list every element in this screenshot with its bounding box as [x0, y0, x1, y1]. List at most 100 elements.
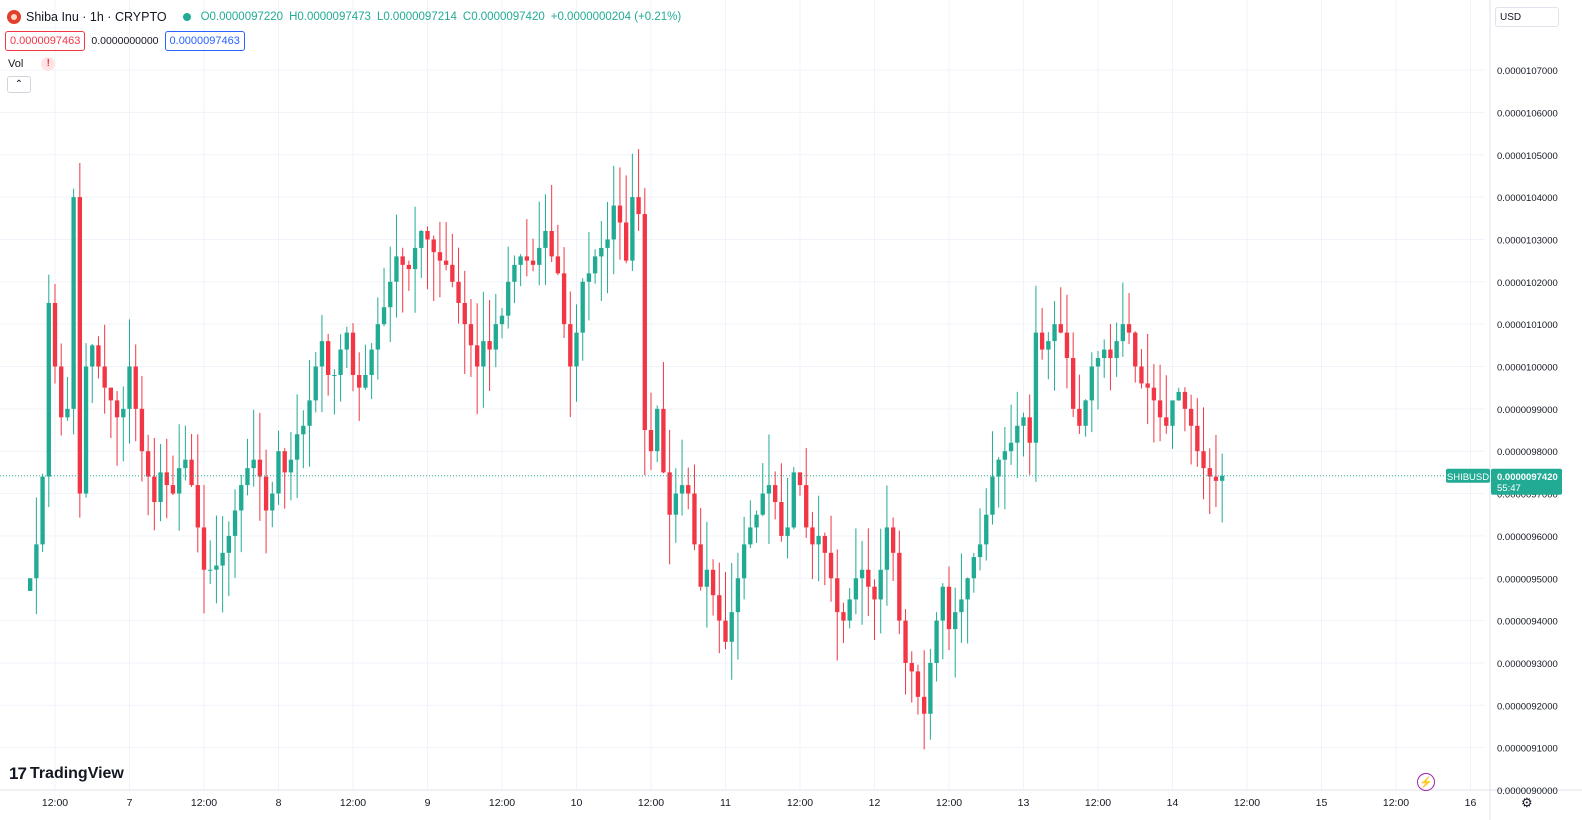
candle-body: [226, 535, 232, 553]
candle-body: [1033, 332, 1039, 443]
candle-body: [866, 569, 871, 587]
candle-body: [953, 612, 958, 630]
candle-body: [344, 332, 349, 350]
candle-body: [704, 569, 710, 587]
candle-body: [1089, 366, 1094, 401]
currency-select[interactable]: USD: [1495, 7, 1559, 27]
candle-body: [388, 281, 393, 308]
candle-body: [301, 425, 306, 435]
candle-body: [1064, 332, 1070, 359]
symbol-title[interactable]: Shiba Inu · 1h · CRYPTO: [26, 10, 167, 24]
candle-body: [586, 273, 592, 282]
price-tick-label: 0.0000105000: [1497, 151, 1558, 162]
candle-body: [1095, 358, 1101, 367]
spread-value: 0.0000000000: [91, 35, 159, 47]
time-tick-label: 12:00: [340, 797, 366, 809]
candle-body: [561, 273, 567, 325]
candle-body: [456, 281, 461, 303]
price-tick-label: 0.0000101000: [1497, 320, 1558, 331]
candle-body: [121, 408, 126, 418]
candle-body: [717, 595, 722, 621]
candle-body: [1002, 451, 1008, 460]
candle-body: [214, 565, 219, 570]
candle-body: [1145, 383, 1150, 388]
candle-body: [294, 434, 300, 460]
candle-body: [201, 527, 207, 570]
candle-body: [65, 408, 70, 418]
candle-body: [450, 264, 455, 282]
candle-body: [890, 527, 896, 553]
candle-body: [549, 230, 554, 257]
candle-body: [276, 451, 281, 494]
candle-body: [1176, 391, 1181, 401]
candle-body: [636, 197, 641, 215]
candle-body: [617, 205, 623, 223]
collapse-legend-button[interactable]: ⌃: [7, 76, 31, 93]
candle-body: [332, 374, 337, 376]
time-tick-label: 12:00: [1383, 797, 1409, 809]
candle-body: [760, 493, 765, 515]
candle-body: [959, 599, 964, 613]
price-tick-label: 0.0000094000: [1497, 617, 1558, 628]
candle-body: [288, 459, 294, 473]
candle-body: [661, 408, 666, 473]
candle-body: [1108, 349, 1113, 359]
time-tick-label: 12:00: [191, 797, 217, 809]
candle-body: [145, 451, 151, 477]
candle-body: [822, 535, 828, 553]
candle-body: [77, 197, 83, 494]
candle-body: [710, 569, 716, 596]
price-tick-label: 0.0000092000: [1497, 701, 1558, 712]
candle-body: [481, 341, 486, 367]
candle-body: [307, 400, 312, 426]
candle-body: [1021, 417, 1026, 426]
candle-body: [816, 535, 821, 545]
candle-body: [555, 256, 561, 274]
candle-body: [71, 197, 76, 409]
price-tick-label: 0.0000097000: [1497, 490, 1558, 501]
time-tick-label: 9: [425, 797, 431, 809]
candle-body: [325, 341, 331, 375]
candle-body: [940, 586, 945, 621]
sell-price-button[interactable]: 0.0000097463: [5, 31, 86, 51]
trade-buttons: 0.0000097463 0.0000000000 0.0000097463: [5, 31, 245, 51]
candle-body: [580, 281, 585, 333]
time-tick-label: 8: [276, 797, 282, 809]
candle-body: [667, 472, 672, 515]
tradingview-logo[interactable]: 17 TradingView: [9, 764, 124, 784]
price-tick-label: 0.0000107000: [1497, 66, 1558, 77]
candle-body: [996, 459, 1001, 477]
candle-body: [679, 485, 685, 494]
candle-body: [928, 662, 933, 714]
candle-body: [642, 214, 647, 431]
candle-body: [52, 302, 58, 367]
candle-body: [251, 459, 256, 469]
warning-icon[interactable]: !: [41, 57, 56, 71]
buy-price-button[interactable]: 0.0000097463: [164, 31, 245, 51]
volume-label[interactable]: Vol: [8, 58, 24, 70]
candle-body: [611, 205, 616, 240]
candle-body: [934, 620, 939, 663]
candle-body: [1027, 417, 1032, 443]
candle-body: [915, 671, 921, 697]
candle-body: [195, 485, 200, 528]
candle-body: [1102, 349, 1107, 359]
candle-body: [493, 324, 498, 350]
lightning-icon[interactable]: ⚡: [1417, 773, 1435, 791]
candle-body: [139, 408, 145, 452]
candle-body: [381, 307, 387, 325]
price-tick-label: 0.0000104000: [1497, 193, 1558, 204]
candle-body: [1201, 451, 1206, 469]
candle-body: [1139, 366, 1144, 384]
settings-gear-icon[interactable]: ⚙: [1521, 795, 1533, 810]
candle-body: [884, 527, 890, 570]
candle-body: [176, 468, 182, 494]
candle-body: [785, 527, 790, 536]
candle-body: [605, 239, 610, 248]
candle-body: [1039, 332, 1045, 350]
candle-body: [313, 366, 318, 401]
candle-body: [568, 324, 573, 367]
price-tick-label: 0.0000103000: [1497, 235, 1558, 246]
candle-body: [59, 366, 64, 418]
